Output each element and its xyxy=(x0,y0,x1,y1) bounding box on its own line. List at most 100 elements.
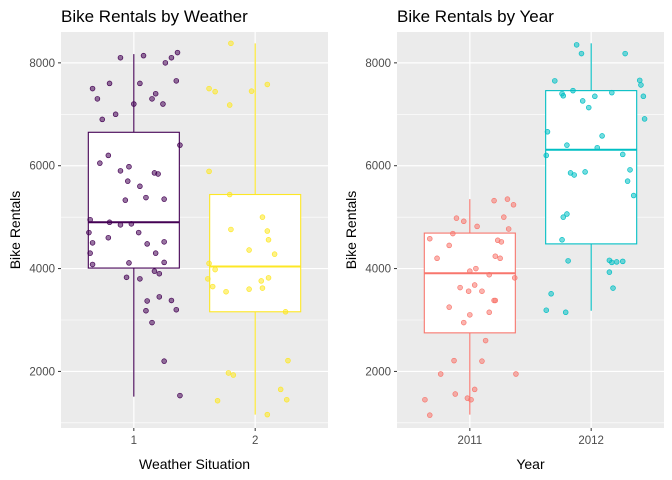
data-point xyxy=(168,54,175,61)
data-point xyxy=(511,275,518,281)
data-point xyxy=(97,160,103,166)
x-tick-labels-year: 2011 2012 xyxy=(457,428,604,447)
data-point xyxy=(264,411,271,418)
data-point xyxy=(124,178,131,184)
data-point xyxy=(265,237,272,243)
data-point xyxy=(106,80,113,87)
x-tick-label: 1 xyxy=(131,435,137,447)
chart-weather: Bike Rentals by Weather 2000 4000 6000 8000… xyxy=(7,7,328,472)
chart-title-year: Bike Rentals by Year xyxy=(397,7,554,26)
data-point xyxy=(161,239,167,245)
boxplots-weather xyxy=(87,43,302,415)
data-point xyxy=(137,183,143,190)
data-point xyxy=(622,50,628,57)
data-point xyxy=(592,93,598,100)
y-tick-labels-weather: 2000 4000 6000 8000 xyxy=(29,58,61,378)
x-axis-title-weather: Weather Situation xyxy=(139,456,250,472)
data-point xyxy=(613,259,620,265)
data-point xyxy=(246,286,252,292)
data-point xyxy=(630,192,637,199)
data-point xyxy=(492,253,499,259)
data-point xyxy=(627,167,633,173)
data-point xyxy=(168,297,175,304)
y-tick-labels-year: 2000 4000 6000 8000 xyxy=(365,58,397,378)
data-point xyxy=(174,49,181,56)
data-point xyxy=(610,285,616,291)
data-point xyxy=(122,197,129,203)
y-tick-label: 2000 xyxy=(29,366,55,378)
data-point xyxy=(230,372,237,378)
data-point xyxy=(543,307,550,313)
data-point xyxy=(126,260,132,266)
chart-title-weather: Bike Rentals by Weather xyxy=(61,7,248,26)
data-point xyxy=(144,298,150,304)
data-point xyxy=(94,96,101,102)
y-tick-label: 8000 xyxy=(365,58,391,70)
data-point xyxy=(571,172,577,178)
y-tick-label: 6000 xyxy=(29,161,55,173)
data-point xyxy=(285,357,291,364)
data-point xyxy=(624,178,631,184)
data-point xyxy=(152,250,159,256)
data-point xyxy=(560,214,567,220)
data-point xyxy=(482,337,489,344)
data-point xyxy=(161,358,167,364)
data-point xyxy=(89,85,96,92)
x-tick-label: 2 xyxy=(252,435,258,447)
y-axis-title-weather: Bike Rentals xyxy=(7,191,23,270)
data-point xyxy=(479,288,485,294)
data-point xyxy=(479,358,485,364)
data-point xyxy=(228,40,234,47)
data-point xyxy=(140,52,147,59)
y-tick-label: 8000 xyxy=(29,58,55,70)
data-point xyxy=(486,271,492,278)
data-point xyxy=(559,237,565,243)
data-point xyxy=(152,90,159,97)
data-point xyxy=(619,258,626,265)
data-point xyxy=(264,228,271,234)
data-point xyxy=(212,88,218,95)
x-axis-title-year: Year xyxy=(516,456,545,472)
x-tick-label: 2011 xyxy=(457,435,482,447)
data-point xyxy=(105,152,112,159)
y-tick-label: 4000 xyxy=(365,264,391,276)
data-point xyxy=(513,371,519,377)
data-point xyxy=(505,226,512,232)
data-point xyxy=(586,104,592,111)
data-point xyxy=(206,260,212,267)
data-point xyxy=(246,247,252,253)
data-point xyxy=(144,241,150,247)
data-point xyxy=(464,395,471,401)
data-point xyxy=(562,309,569,316)
data-point xyxy=(206,168,212,175)
data-point xyxy=(105,234,112,241)
data-point xyxy=(599,133,605,139)
data-point xyxy=(259,285,266,291)
data-point xyxy=(277,386,284,393)
data-point xyxy=(434,255,440,262)
data-point xyxy=(609,89,615,96)
data-point xyxy=(565,258,571,264)
data-point xyxy=(143,307,149,314)
data-point xyxy=(606,269,613,275)
y-tick-label: 2000 xyxy=(365,366,391,378)
box xyxy=(545,90,638,245)
data-point xyxy=(137,80,143,87)
data-point xyxy=(510,202,517,208)
data-point xyxy=(212,266,218,273)
data-point xyxy=(112,111,119,118)
data-point xyxy=(446,242,452,249)
data-point xyxy=(264,81,271,88)
data-point xyxy=(437,371,444,377)
data-point xyxy=(619,151,626,158)
data-point xyxy=(582,169,588,175)
data-point xyxy=(99,116,106,123)
data-point xyxy=(135,229,142,236)
data-point xyxy=(578,50,585,57)
data-point xyxy=(640,93,647,100)
data-point xyxy=(570,87,576,94)
data-point xyxy=(451,357,457,364)
data-point xyxy=(457,284,463,291)
